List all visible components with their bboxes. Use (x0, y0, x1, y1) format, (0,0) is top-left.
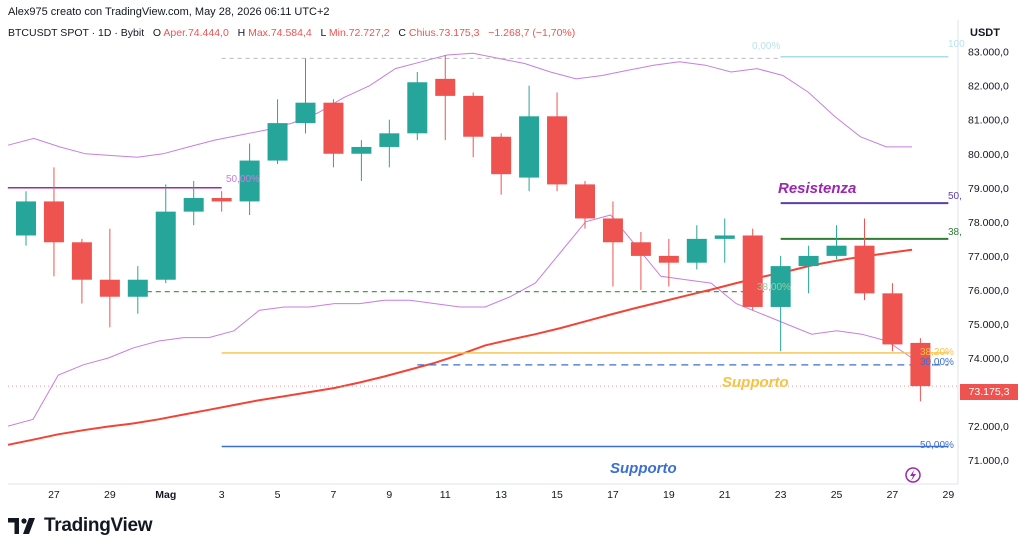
tradingview-logo-icon (8, 518, 35, 534)
candle-body (742, 235, 763, 307)
fib-label-30: 30,00% (920, 357, 954, 368)
upper-band-line (7, 52, 912, 158)
resistance-label: Resistenza (778, 180, 857, 197)
candle-body (323, 102, 344, 154)
x-tick-label: 19 (663, 489, 675, 501)
candle-body (183, 198, 204, 212)
candle-body (491, 136, 512, 175)
low-value: Min.72.727,2 (328, 27, 390, 39)
x-tick-label: 9 (386, 489, 392, 501)
x-tick-label: 5 (275, 489, 281, 501)
candle-body (407, 82, 428, 134)
symbol-label: BTCUSDT SPOT · 1D · Bybit (8, 27, 145, 39)
x-tick-label: 25 (831, 489, 843, 501)
chart-credit: Alex975 creato con TradingView.com, May … (8, 6, 330, 18)
y-tick-label: 82.000,0 (968, 81, 1009, 93)
candle-body (658, 255, 679, 263)
x-tick-label: 23 (775, 489, 787, 501)
y-tick-label: 77.000,0 (968, 251, 1009, 263)
x-tick-label: 7 (331, 489, 337, 501)
open-label: O (152, 27, 162, 39)
support-upper-label: Supporto (722, 374, 789, 391)
open-value: Aper.74.444,0 (163, 27, 229, 39)
x-tick-label: 29 (943, 489, 955, 501)
candle-body (239, 160, 260, 202)
candle-body (882, 293, 903, 345)
candle-body (379, 133, 400, 147)
candle-body (575, 184, 595, 219)
candle-body (547, 116, 568, 185)
y-tick-label: 81.000,0 (968, 115, 1009, 127)
x-tick-label: 3 (219, 489, 225, 501)
x-tick-label: 15 (551, 489, 563, 501)
lightning-icon (910, 470, 916, 481)
alert-icon (905, 467, 921, 483)
fib-label-38-right: 38, (948, 227, 962, 238)
x-tick-label: 13 (495, 489, 507, 501)
fib-label-38-mid: 38,00% (757, 282, 791, 293)
change-value: −1.268,7 (−1,70%) (488, 27, 576, 39)
high-value: Max.74.584,4 (248, 27, 312, 39)
candle-body (435, 78, 456, 96)
low-label: L (320, 27, 326, 39)
candle-body (16, 201, 36, 236)
fib-label-0: 0,00% (752, 41, 781, 52)
candle-body (602, 218, 623, 243)
y-tick-label: 74.000,0 (968, 353, 1009, 365)
candle-body (155, 211, 176, 280)
x-tick-label: 11 (440, 489, 451, 501)
candle-body (714, 235, 735, 239)
fib-label-100: 100 (948, 39, 965, 50)
tradingview-logo[interactable]: TradingView (8, 515, 153, 537)
candle-body (686, 238, 707, 263)
y-tick-label: 79.000,0 (968, 183, 1009, 195)
ohlc-legend: BTCUSDT SPOT · 1D · Bybit O Aper.74.444,… (8, 27, 575, 39)
fib-label-38-20: 38,20% (920, 347, 954, 358)
candle-body (854, 245, 875, 294)
y-tick-label: 75.000,0 (968, 319, 1009, 331)
close-label: C (398, 27, 406, 39)
candle-body (211, 198, 232, 202)
x-tick-label: 29 (104, 489, 116, 501)
candle-body (99, 279, 120, 297)
x-tick-label: 17 (607, 489, 619, 501)
support-lower-label: Supporto (610, 460, 677, 477)
price-unit-label: USDT (970, 27, 1000, 39)
x-tick-label: 21 (719, 489, 731, 501)
fib-label-50-right: 50, (948, 191, 962, 202)
lower-band-line (7, 214, 913, 427)
candle-body (127, 279, 148, 297)
candle-body (351, 146, 372, 154)
x-tick-label: 27 (887, 489, 899, 501)
candle-body (910, 342, 931, 387)
last-price-tag: 73.175,3 (960, 384, 1018, 400)
y-tick-label: 72.000,0 (968, 421, 1009, 433)
candle-body (826, 245, 847, 256)
y-tick-label: 83.000,0 (968, 47, 1009, 59)
high-label: H (237, 27, 246, 39)
candle-body (463, 95, 484, 137)
candle-body (770, 266, 791, 307)
y-tick-label: 80.000,0 (968, 149, 1009, 161)
y-tick-label: 78.000,0 (968, 217, 1009, 229)
candle-body (630, 242, 651, 256)
x-tick-label: Mag (155, 489, 176, 501)
fib-label-50-left: 50,00% (226, 174, 260, 185)
candle-body (798, 255, 819, 267)
candle-body (71, 242, 92, 280)
candle-body (295, 102, 316, 124)
candle-body (519, 116, 540, 178)
x-tick-label: 27 (48, 489, 60, 501)
candle-body (43, 201, 64, 243)
logo-text: TradingView (44, 515, 153, 536)
y-tick-label: 76.000,0 (968, 285, 1009, 297)
candle-body (267, 123, 288, 161)
fib-label-50-lower: 50,00% (920, 440, 954, 451)
close-value: Chius.73.175,3 (408, 27, 480, 39)
y-tick-label: 71.000,0 (968, 455, 1009, 467)
